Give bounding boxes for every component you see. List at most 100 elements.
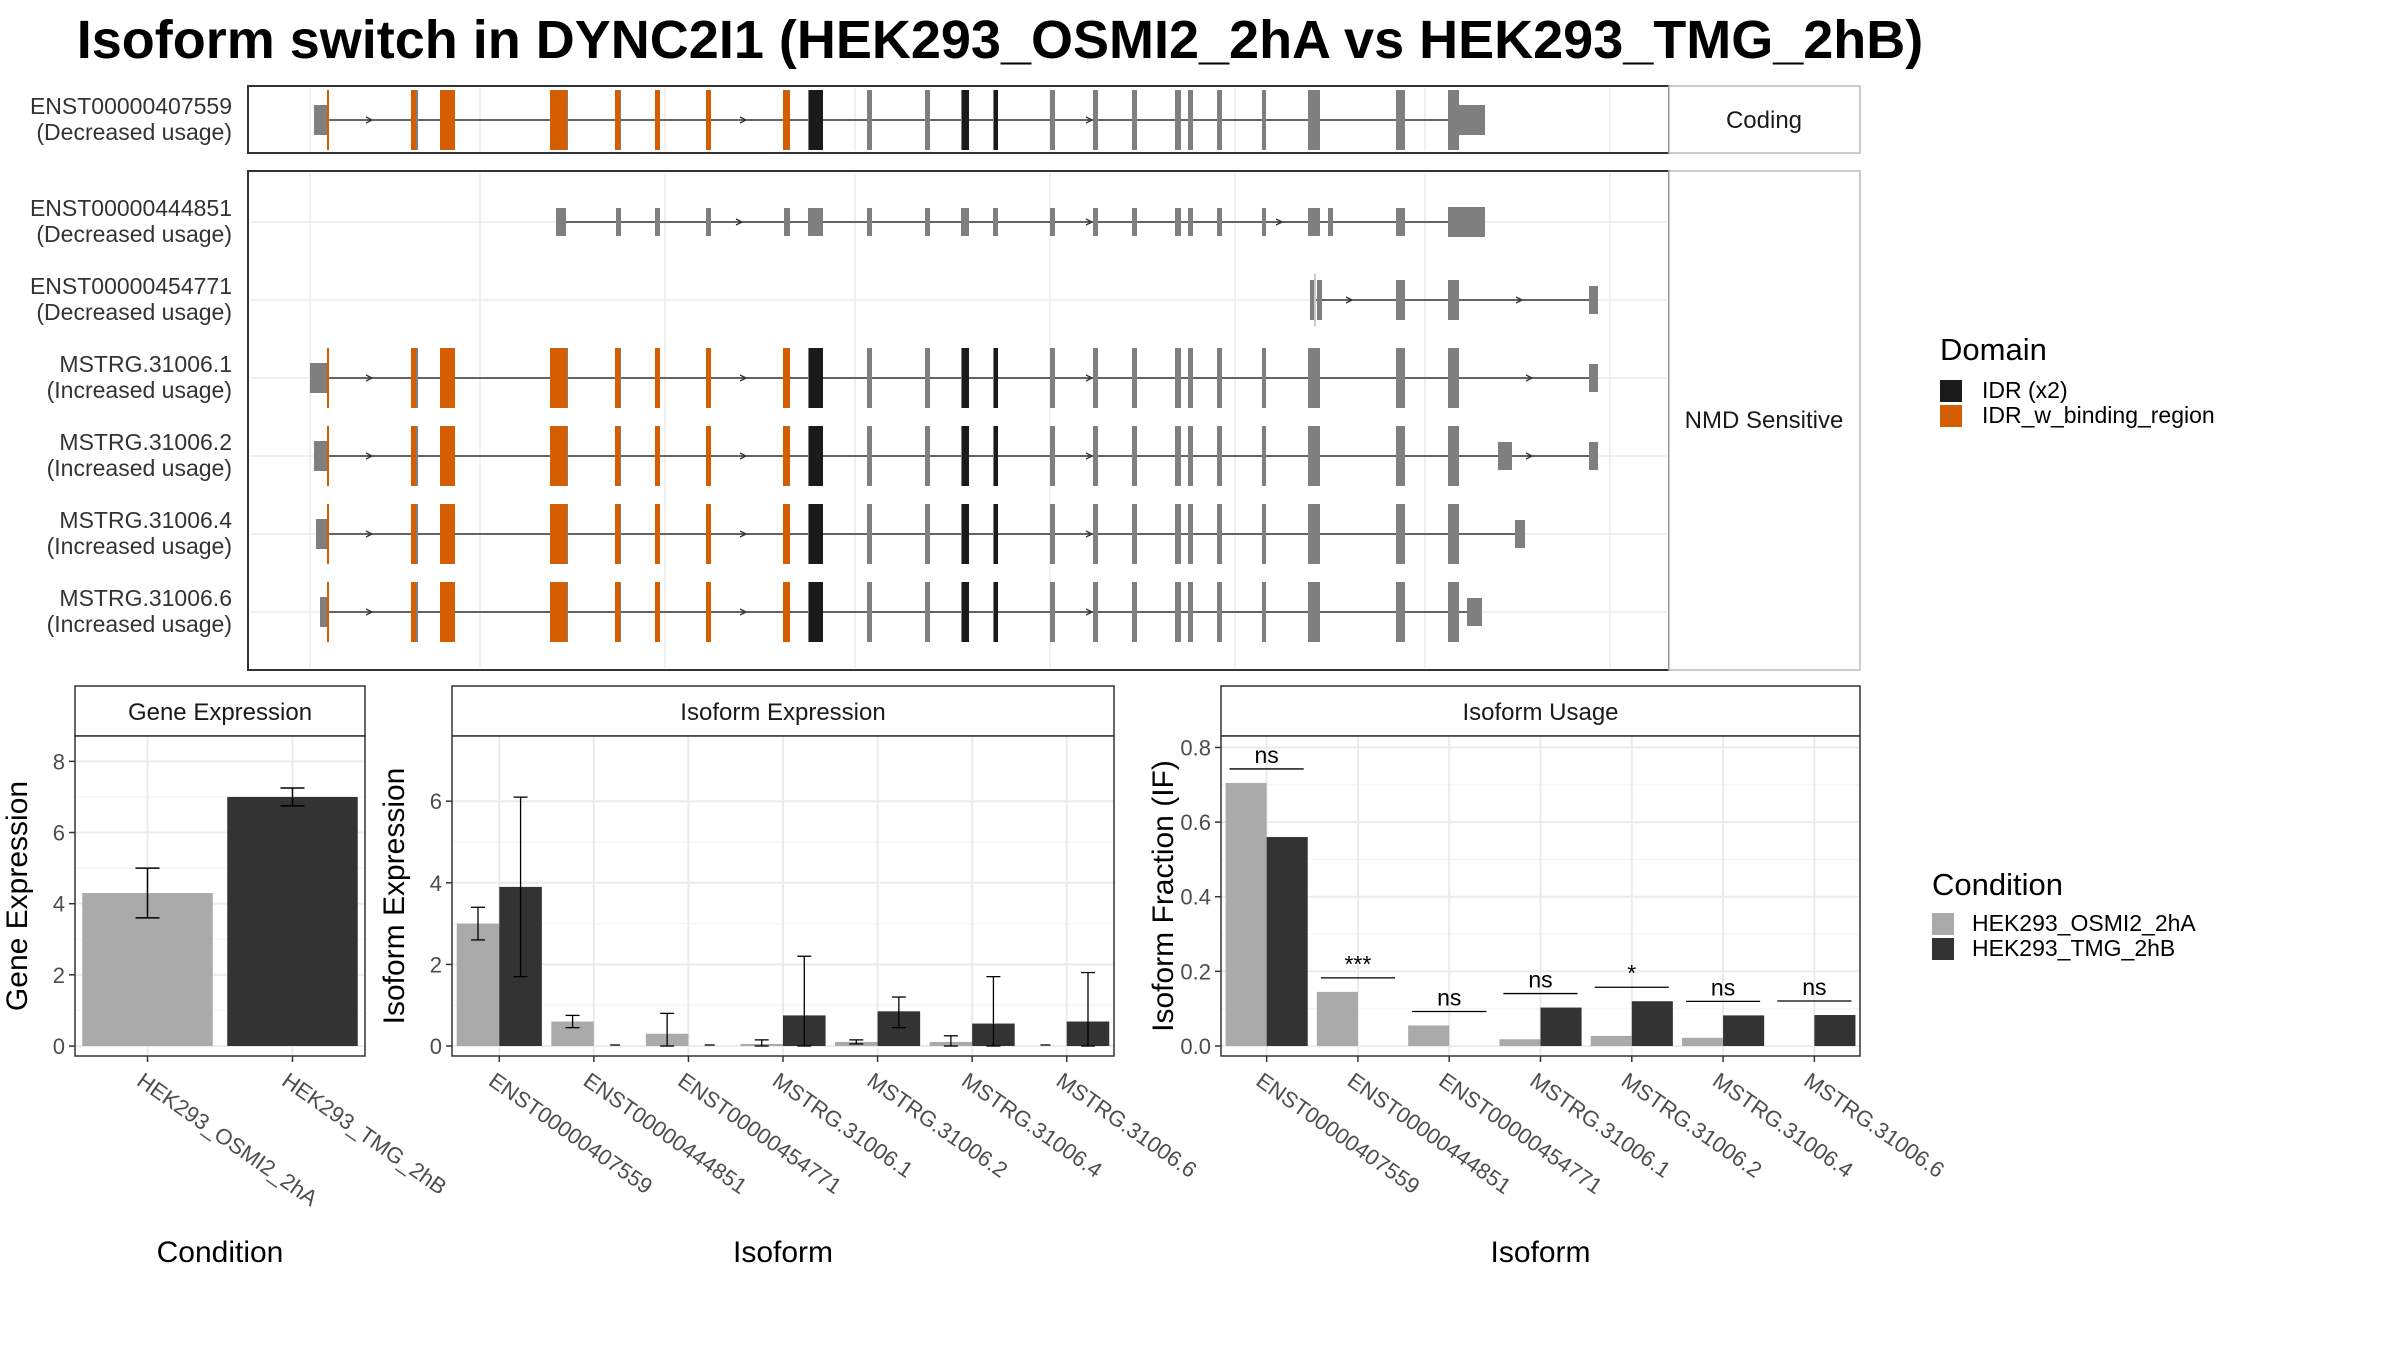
transcript-id: ENST00000407559 bbox=[30, 93, 232, 119]
exon-block bbox=[1175, 504, 1181, 564]
exon-block bbox=[440, 582, 455, 642]
exon-block bbox=[1050, 90, 1055, 150]
nmd-strip-label: NMD Sensitive bbox=[1685, 407, 1844, 434]
condition-legend-title: Condition bbox=[1932, 867, 2063, 902]
exon-block bbox=[925, 208, 930, 236]
exon-block bbox=[1217, 208, 1222, 236]
exon-block bbox=[1188, 426, 1193, 486]
bar bbox=[1723, 1015, 1765, 1046]
exon-block bbox=[556, 208, 566, 236]
domain-legend-swatch bbox=[1940, 380, 1962, 402]
exon-block bbox=[1093, 208, 1098, 236]
x-tick-label: ENST00000454771 bbox=[1434, 1068, 1607, 1199]
transcript-usage: (Increased usage) bbox=[47, 455, 232, 481]
exon-block bbox=[1308, 504, 1320, 564]
exon-block bbox=[867, 504, 872, 564]
condition-legend-swatch bbox=[1932, 938, 1954, 960]
domain-edge bbox=[327, 426, 329, 486]
exon-block bbox=[440, 348, 455, 408]
exon-block bbox=[1448, 504, 1459, 564]
exon-block bbox=[1175, 582, 1181, 642]
y-tick-label: 0.0 bbox=[1180, 1034, 1211, 1059]
exon-block bbox=[1188, 582, 1193, 642]
exon-block bbox=[867, 426, 872, 486]
exon-block bbox=[1308, 90, 1320, 150]
exon-block bbox=[411, 504, 416, 564]
y-tick-label: 8 bbox=[53, 749, 65, 774]
exon-block bbox=[1050, 208, 1055, 236]
exon-block bbox=[550, 348, 567, 408]
exon-block bbox=[867, 208, 872, 236]
bar bbox=[1408, 1025, 1450, 1046]
transcript-usage: (Decreased usage) bbox=[36, 221, 232, 247]
exon-block bbox=[783, 90, 790, 150]
exon-block bbox=[925, 90, 930, 150]
exon-block bbox=[867, 90, 872, 150]
strand-arrow bbox=[1345, 296, 1354, 304]
exon-block bbox=[994, 582, 998, 642]
exon-block bbox=[1310, 280, 1314, 320]
x-tick-label: ENST00000444851 bbox=[1343, 1068, 1516, 1199]
exon-block bbox=[440, 90, 455, 150]
exon-block bbox=[1448, 280, 1459, 320]
exon-block bbox=[962, 426, 969, 486]
transcript-usage: (Decreased usage) bbox=[36, 119, 232, 145]
bar bbox=[1266, 837, 1308, 1046]
exon-block bbox=[706, 582, 711, 642]
domain-edge bbox=[327, 90, 329, 150]
exon-block bbox=[961, 208, 969, 236]
condition-legend-label: HEK293_OSMI2_2hA bbox=[1972, 910, 2196, 936]
transcript-row: MSTRG.31006.1(Increased usage) bbox=[47, 348, 1598, 408]
exon-block bbox=[550, 582, 567, 642]
exon-block bbox=[1448, 90, 1459, 150]
exon-block bbox=[1050, 582, 1055, 642]
exon-block bbox=[1188, 90, 1193, 150]
strand-arrow bbox=[1525, 452, 1534, 460]
exon-block bbox=[1175, 90, 1181, 150]
coding-strip bbox=[1668, 85, 1861, 154]
exon-block bbox=[1217, 582, 1222, 642]
bar bbox=[1814, 1015, 1856, 1046]
significance-label: ns bbox=[1802, 974, 1826, 1000]
exon-block bbox=[1217, 348, 1222, 408]
exon-block bbox=[809, 582, 823, 642]
significance-label: ns bbox=[1528, 967, 1552, 993]
domain-legend-swatch bbox=[1940, 405, 1962, 427]
exon-block bbox=[1396, 208, 1405, 236]
exon-block bbox=[784, 208, 790, 236]
exon-block bbox=[1188, 504, 1193, 564]
y-tick-label: 2 bbox=[430, 952, 442, 977]
exon-block bbox=[1396, 348, 1405, 408]
exon-block bbox=[1515, 520, 1525, 548]
exon-block bbox=[440, 426, 455, 486]
exon-block bbox=[1498, 442, 1512, 470]
transcript-usage: (Decreased usage) bbox=[36, 299, 232, 325]
tss-marker bbox=[1314, 274, 1316, 326]
exon-block bbox=[1396, 582, 1405, 642]
exon-block bbox=[962, 582, 969, 642]
transcript-row: ENST00000454771(Decreased usage) bbox=[30, 273, 1598, 326]
exon-block bbox=[655, 348, 660, 408]
exon-block bbox=[1448, 207, 1485, 237]
exon-block bbox=[706, 504, 711, 564]
exon-block bbox=[925, 582, 930, 642]
bar-panels: Gene Expression02468HEK293_OSMI2_2hAHEK2… bbox=[1, 685, 1949, 1269]
gene-expression-strip-title: Gene Expression bbox=[128, 699, 312, 726]
exon-block bbox=[616, 208, 621, 236]
bar bbox=[1499, 1039, 1541, 1046]
strand-arrow bbox=[739, 608, 748, 616]
exon-block bbox=[1132, 90, 1137, 150]
y-tick-label: 0.4 bbox=[1180, 885, 1211, 910]
exon-block bbox=[314, 441, 328, 471]
exon-block bbox=[1262, 90, 1266, 150]
strand-arrow bbox=[1085, 608, 1094, 616]
exon-block bbox=[1448, 426, 1459, 486]
significance-label: *** bbox=[1344, 951, 1371, 977]
exon-block bbox=[655, 582, 660, 642]
exon-block bbox=[411, 582, 416, 642]
exon-block bbox=[1396, 280, 1405, 320]
y-tick-label: 0.6 bbox=[1180, 810, 1211, 835]
gene-expression-frame bbox=[74, 735, 366, 1057]
significance-label: ns bbox=[1711, 974, 1735, 1000]
bar bbox=[1225, 782, 1267, 1046]
